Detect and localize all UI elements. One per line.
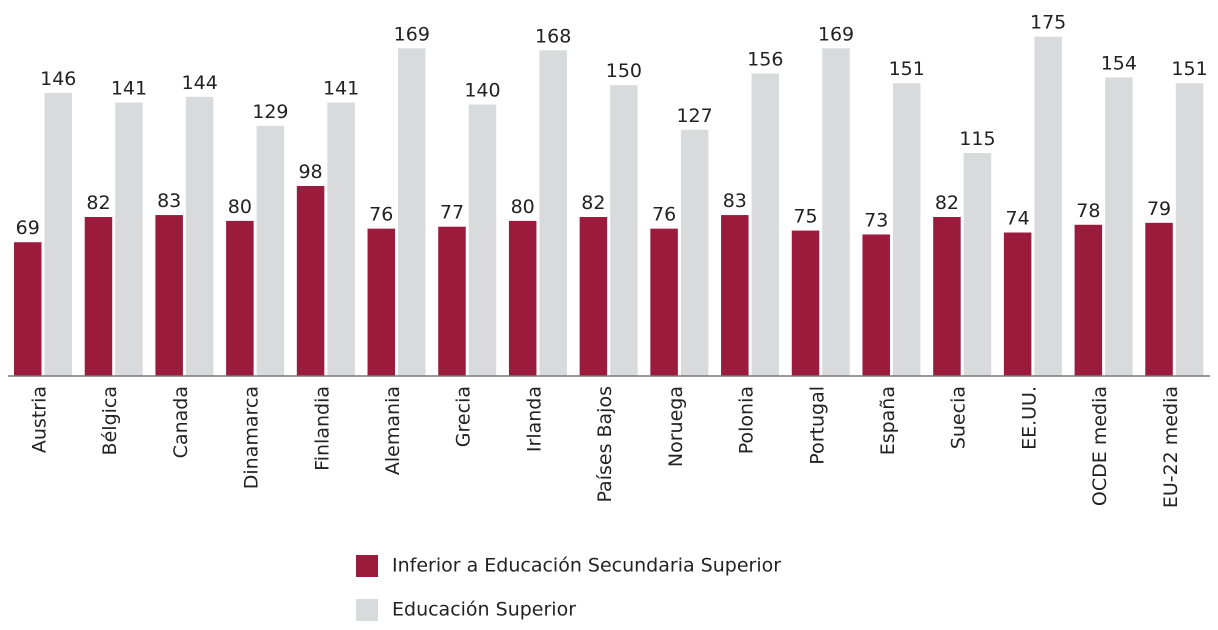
x-tick-label: Países Bajos [594,386,616,503]
value-label: 150 [606,60,642,82]
x-tick-label: Alemania [382,386,404,475]
x-tick-label: Grecia [453,386,475,447]
value-label: 76 [369,204,393,226]
x-tick-label: Irlanda [523,386,545,452]
value-label: 151 [889,58,925,80]
bar [1074,224,1103,376]
bar [226,220,254,376]
bar [155,215,183,376]
bar [610,85,638,377]
value-label: 73 [864,209,888,231]
value-label: 77 [440,202,464,224]
bar [680,129,709,376]
bar [115,102,143,376]
value-label: 76 [652,204,676,226]
value-label: 141 [323,78,359,100]
bar [296,185,325,376]
x-tick-label: Finlandia [311,386,333,471]
x-tick-label: Canada [170,386,192,458]
bar [791,230,820,376]
x-tick-label: España [877,386,899,455]
bar [579,217,608,376]
x-tick-label: Polonia [736,386,758,454]
value-label: 83 [157,190,181,212]
bar [398,48,426,376]
value-label: 83 [723,190,747,212]
value-label: 74 [1006,208,1030,230]
value-label: 75 [793,206,817,228]
bar [84,217,113,376]
value-label: 80 [228,196,252,218]
bar [44,92,72,376]
bar [256,125,285,376]
value-label: 69 [16,217,40,239]
bar [1105,77,1133,377]
value-label: 79 [1147,198,1171,220]
value-label: 175 [1030,12,1066,34]
value-label: 168 [535,25,571,47]
bar [933,217,961,376]
x-tick-label: Suecia [948,386,970,449]
bar [14,242,42,376]
bar [1003,232,1032,376]
x-tick-label: EU-22 media [1160,386,1182,508]
value-label: 82 [935,192,959,214]
value-label: 140 [464,80,500,102]
value-label: 129 [252,101,288,123]
bar [963,153,992,376]
value-label: 144 [182,72,218,94]
legend-label: Educación Superior [392,599,576,621]
value-label: 78 [1076,200,1100,222]
value-label: 156 [747,49,783,71]
value-label: 115 [959,128,995,150]
bar [508,220,537,376]
value-label: 151 [1171,58,1207,80]
bar [327,102,355,376]
legend-swatch [356,555,378,577]
value-label: 154 [1101,52,1137,74]
x-tick-label: Noruega [665,386,687,467]
bar [892,83,921,376]
value-label: 146 [40,68,76,90]
bar [438,226,466,376]
x-tick-label: Portugal [806,386,828,465]
value-label: 141 [111,78,147,100]
value-label: 98 [298,161,322,183]
value-label: 169 [394,23,430,45]
x-tick-label: Dinamarca [241,386,263,489]
x-tick-label: OCDE media [1089,386,1111,506]
x-tick-label: EE.UU. [1018,386,1040,450]
bar [539,50,567,377]
bar [367,228,396,376]
value-label: 169 [818,23,854,45]
bar [1145,222,1173,376]
value-label: 80 [511,196,535,218]
bar [862,234,890,376]
legend-swatch [356,599,378,621]
legend-label: Inferior a Educación Secundaria Superior [392,555,781,577]
bar [185,96,214,377]
value-label: 82 [86,192,110,214]
bar [721,215,749,376]
bar [1175,83,1204,376]
x-tick-label: Austria [29,386,51,453]
bar [751,73,780,377]
bar [650,228,678,376]
x-tick-label: Bélgica [99,386,121,455]
value-label: 127 [676,105,712,127]
bar [1034,36,1062,376]
value-label: 82 [581,192,605,214]
bar [822,48,850,376]
bar [468,104,497,377]
